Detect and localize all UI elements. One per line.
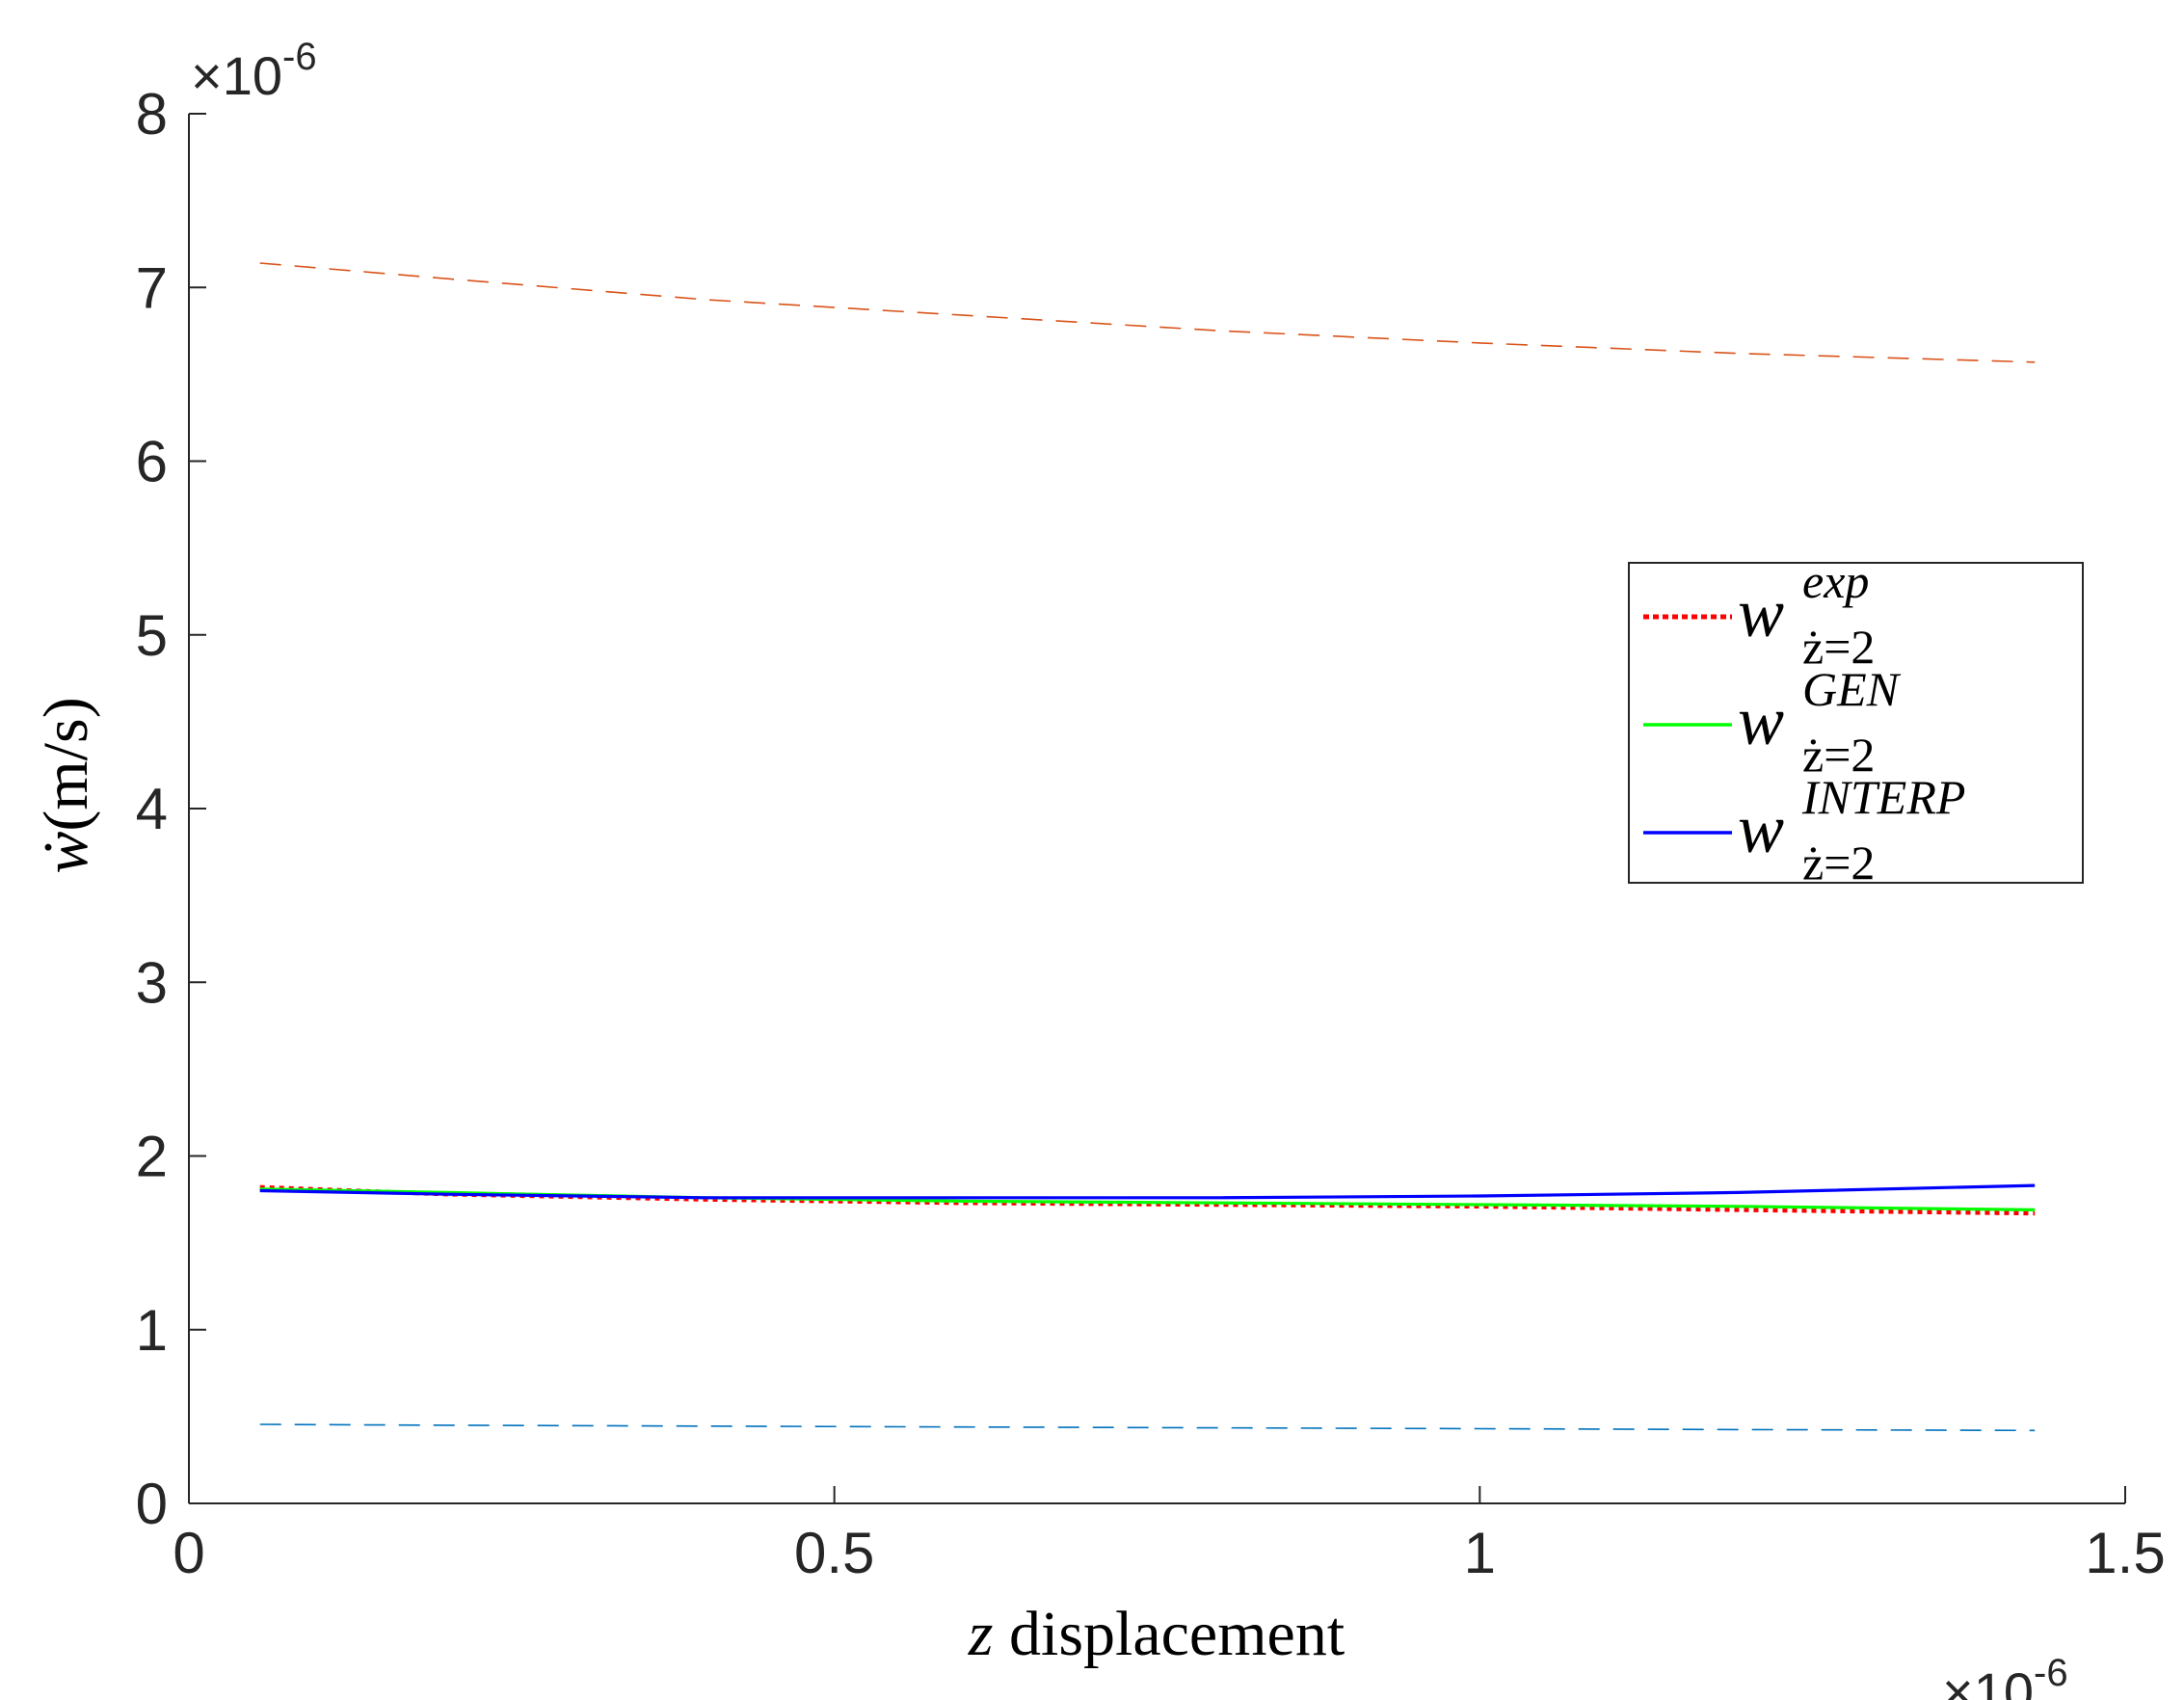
x-tick-label: 1 xyxy=(1464,1521,1496,1585)
y-tick-label: 3 xyxy=(136,950,168,1015)
multiplier-base: ×10 xyxy=(1942,1661,2034,1700)
x-axis-label-text: displacement xyxy=(993,1599,1345,1669)
multiplier-base: ×10 xyxy=(191,45,282,106)
y-axis-label-var: ẇ xyxy=(31,832,101,874)
legend-label-sub-1: ż=2 xyxy=(1802,728,1875,782)
y-tick-label: 1 xyxy=(136,1298,168,1363)
series-line-4 xyxy=(259,1423,2036,1432)
axes xyxy=(188,113,2126,1504)
legend-label-base-1: w xyxy=(1738,682,1784,759)
x-axis-label: z displacement xyxy=(968,1599,1345,1669)
tick-labels: 0 0.5 1 1.5 0 1 2 3 4 5 6 7 8 xyxy=(136,82,2166,1585)
legend-label-base-2: w xyxy=(1738,790,1784,867)
y-tick-label: 4 xyxy=(136,777,168,841)
x-axis-multiplier: ×10-6 xyxy=(1942,1652,2068,1700)
y-tick-label: 8 xyxy=(136,82,168,146)
x-tick-label: 0 xyxy=(173,1521,204,1585)
y-tick-label: 0 xyxy=(136,1472,168,1536)
legend-label-sub-0: ż=2 xyxy=(1802,620,1875,674)
x-tick-label: 0.5 xyxy=(794,1521,874,1585)
y-tick-label: 2 xyxy=(136,1125,168,1189)
y-axis-multiplier: ×10-6 xyxy=(191,36,317,106)
multiplier-exponent: -6 xyxy=(2034,1652,2068,1694)
x-axis-label-var: z xyxy=(968,1599,994,1669)
legend-label-base-0: w xyxy=(1738,574,1784,651)
legend-label-sup-1: GEN xyxy=(1802,662,1902,716)
y-tick-label: 7 xyxy=(136,255,168,320)
multiplier-exponent: -6 xyxy=(282,36,317,78)
y-tick-label: 6 xyxy=(136,430,168,494)
y-tick-label: 5 xyxy=(136,603,168,668)
legend-label-sup-0: exp xyxy=(1802,554,1869,608)
series-line-2 xyxy=(259,1183,2036,1200)
series-line-0 xyxy=(259,1184,2036,1216)
y-axis-label: ẇ(m/s) xyxy=(31,697,101,873)
legend-label-sup-2: INTERP xyxy=(1801,770,1965,824)
series-layer xyxy=(259,262,2036,1432)
legend-label-sub-2: ż=2 xyxy=(1802,836,1875,890)
x-tick-label: 1.5 xyxy=(2085,1521,2165,1585)
series-line-3 xyxy=(259,262,2036,363)
y-axis-label-unit: (m/s) xyxy=(31,697,101,831)
